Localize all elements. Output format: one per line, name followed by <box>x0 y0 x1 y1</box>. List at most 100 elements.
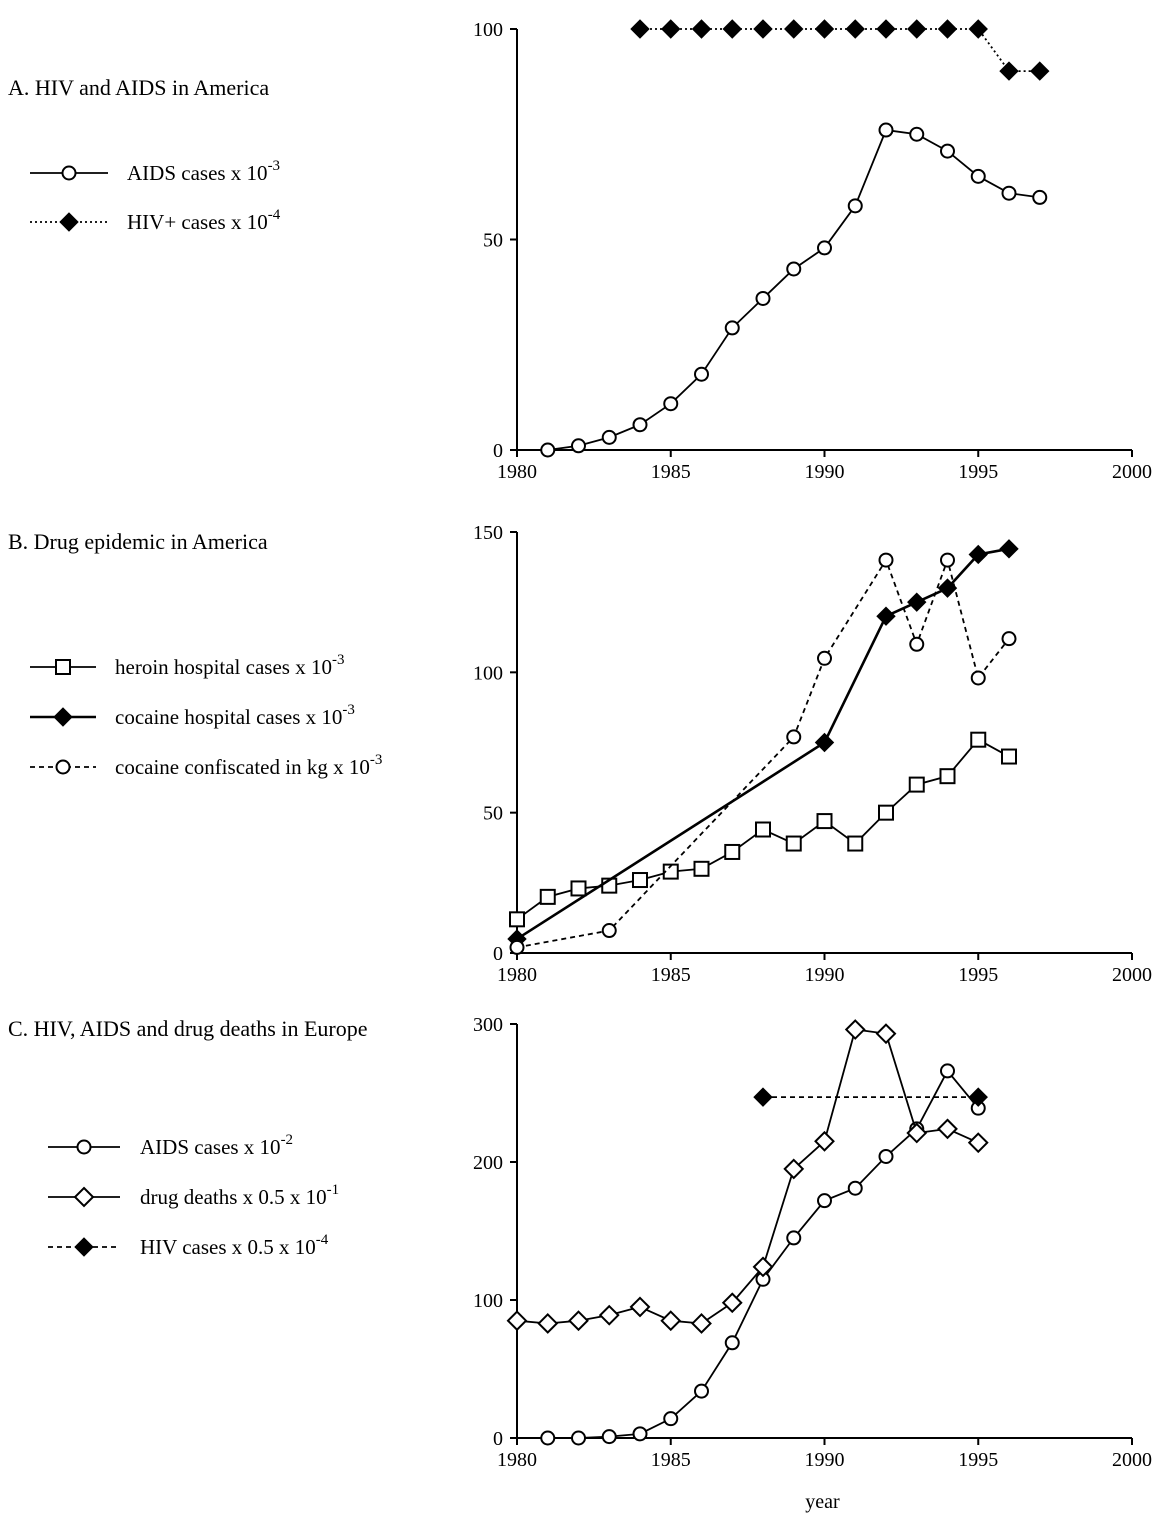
data-point <box>968 1087 988 1107</box>
panel-b-title: B. Drug epidemic in America <box>8 529 268 554</box>
data-point <box>909 126 925 142</box>
x-tick-label: 1980 <box>497 461 537 483</box>
series-hiv-cases-x-0-5-x-10 <box>753 1087 988 1107</box>
legend-label: drug deaths x 0.5 x 10-1 <box>140 1182 339 1209</box>
data-point <box>783 1158 805 1180</box>
data-point <box>908 776 925 793</box>
panel-c-title: C. HIV, AIDS and drug deaths in Europe <box>8 1016 368 1041</box>
legend-label: heroin hospital cases x 10-3 <box>115 652 344 679</box>
x-tick-label: 1985 <box>651 461 691 483</box>
data-point <box>509 939 525 955</box>
data-point <box>814 19 835 39</box>
data-point <box>814 1130 835 1152</box>
data-point <box>876 606 896 626</box>
data-point <box>1030 61 1050 81</box>
legend-entry: cocaine hospital cases x 10-3 <box>30 702 355 729</box>
data-point <box>814 732 835 753</box>
data-point <box>724 1335 740 1351</box>
x-tick-label: 2000 <box>1112 1449 1152 1471</box>
data-point <box>786 729 802 745</box>
data-point <box>660 1310 682 1332</box>
series-line <box>516 557 1010 949</box>
legend-marker <box>55 659 71 675</box>
legend-label: AIDS cases x 10-3 <box>127 158 280 185</box>
legend-entry: heroin hospital cases x 10-3 <box>30 652 344 679</box>
data-point <box>755 290 771 306</box>
data-point <box>909 636 925 652</box>
data-point <box>999 539 1019 559</box>
data-point <box>907 19 927 39</box>
data-point <box>537 1313 559 1334</box>
data-point <box>785 835 802 852</box>
data-point <box>630 19 650 39</box>
data-point <box>937 1118 958 1140</box>
x-tick-label: 1995 <box>958 1449 998 1471</box>
x-axis-label: year <box>805 1491 840 1513</box>
data-point <box>878 1148 894 1164</box>
series-line <box>516 1028 979 1325</box>
legend-marker <box>73 1186 95 1208</box>
x-tick-label: 1985 <box>651 964 691 986</box>
x-tick-label: 1985 <box>651 1449 691 1471</box>
data-point <box>629 1296 651 1318</box>
data-point <box>876 19 896 39</box>
data-point <box>694 1383 709 1399</box>
data-point <box>968 19 988 39</box>
legend-entry: HIV+ cases x 10-4 <box>30 207 281 234</box>
data-point <box>663 1411 679 1427</box>
y-tick-label: 0 <box>493 1428 503 1450</box>
y-tick-label: 50 <box>483 230 503 252</box>
series-line <box>547 129 1040 451</box>
data-point <box>817 240 832 256</box>
data-point <box>970 731 987 748</box>
series-aids-cases-x-10 <box>540 122 1048 458</box>
data-point <box>967 1132 989 1154</box>
data-point <box>937 19 958 39</box>
data-point <box>844 1019 866 1040</box>
data-point <box>784 19 804 39</box>
data-point <box>601 429 617 445</box>
legend-label: AIDS cases x 10-2 <box>140 1132 293 1159</box>
data-point <box>632 872 648 889</box>
panel-c: C. HIV, AIDS and drug deaths in Europe 19… <box>8 1014 1152 1513</box>
y-tick-label: 0 <box>493 943 503 965</box>
x-tick-label: 1990 <box>805 1449 845 1471</box>
data-point <box>845 19 865 39</box>
legend-label: HIV+ cases x 10-4 <box>127 207 281 234</box>
x-tick-label: 2000 <box>1112 461 1152 483</box>
data-point <box>691 19 712 39</box>
legend-marker <box>55 759 71 775</box>
legend-label: cocaine hospital cases x 10-3 <box>115 702 355 729</box>
x-tick-label: 1980 <box>497 964 537 986</box>
data-point <box>632 417 648 433</box>
legend-marker <box>74 1237 94 1257</box>
series-line <box>516 547 1010 941</box>
data-point <box>940 552 955 568</box>
data-point <box>939 768 956 785</box>
data-point <box>999 61 1019 81</box>
data-point <box>878 552 894 568</box>
data-point <box>817 1193 832 1209</box>
y-tick-label: 100 <box>473 19 503 41</box>
series-cocaine-hospital-cases-x-10 <box>507 539 1019 949</box>
legend-entry: HIV cases x 0.5 x 10-4 <box>48 1232 329 1259</box>
data-point <box>940 1063 955 1079</box>
panel-a-title: A. HIV and AIDS in America <box>8 75 269 100</box>
panel-a: A. HIV and AIDS in America 1980 1985 1990 19… <box>8 19 1152 483</box>
x-tick-label: 1990 <box>805 964 845 986</box>
data-point <box>970 168 986 184</box>
data-point <box>786 261 802 277</box>
x-tick-label: 1995 <box>958 461 998 483</box>
data-point <box>539 888 556 905</box>
data-point <box>968 544 988 565</box>
legend-marker <box>53 707 73 727</box>
legend-marker <box>76 1139 92 1155</box>
series-aids-cases-x-10 <box>540 1063 986 1446</box>
data-point <box>753 1087 773 1107</box>
x-tick-label: 2000 <box>1112 964 1152 986</box>
data-point <box>786 1230 802 1246</box>
legend-entry: AIDS cases x 10-2 <box>48 1132 293 1159</box>
y-tick-label: 300 <box>473 1014 503 1036</box>
data-point <box>661 19 681 39</box>
